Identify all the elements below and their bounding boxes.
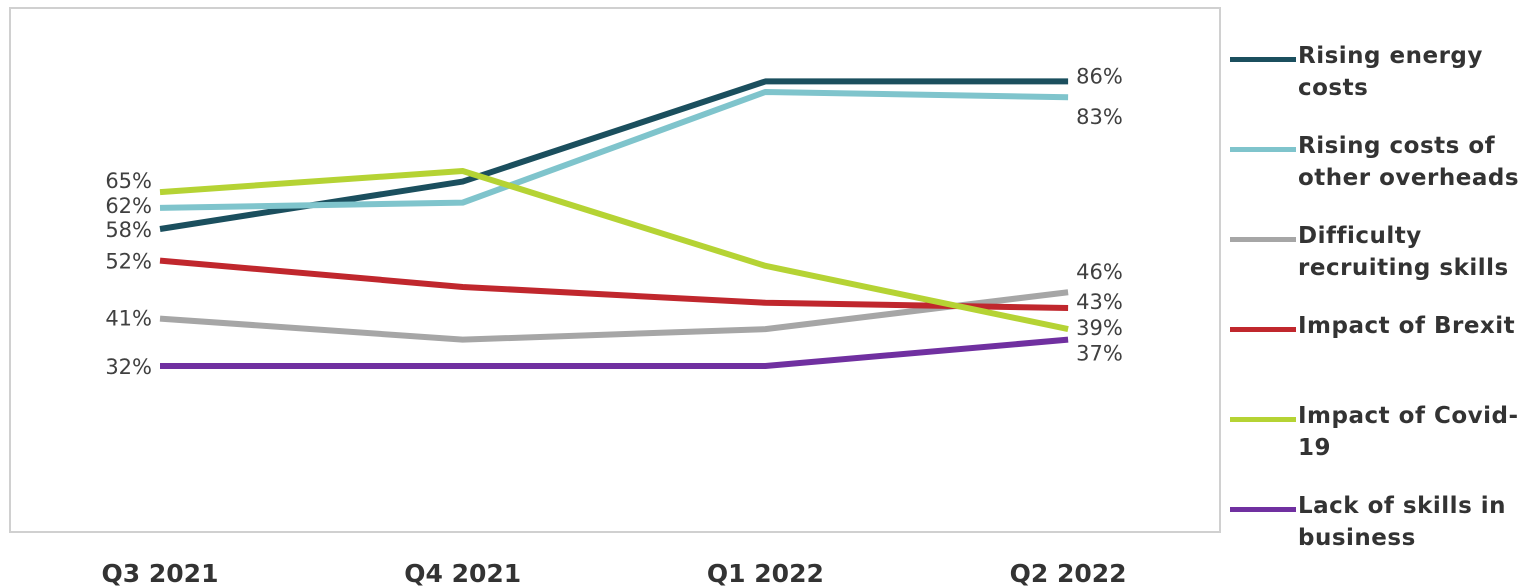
series-line [160,336,1069,369]
data-label: 52% [105,250,152,274]
legend-swatch [1230,237,1296,242]
data-label: 43% [1076,290,1123,314]
data-label: 39% [1076,316,1123,340]
series-line [159,168,1069,333]
legend-swatch [1230,327,1296,332]
legend-label: Lack of skills in business [1298,493,1507,551]
legend-label: Difficulty recruiting skills [1298,223,1509,281]
data-label: 62% [105,194,152,218]
data-label: 32% [105,355,152,379]
x-tick-label: Q1 2022 [707,559,824,588]
legend-item: Rising energy costs [1230,40,1530,130]
data-label: 41% [105,307,152,331]
x-tick-label: Q3 2021 [102,559,219,588]
data-label: 37% [1076,342,1123,366]
legend-label: Impact of Covid-19 [1298,403,1519,461]
legend-item: Impact of Brexit [1230,310,1530,400]
data-label: 83% [1076,105,1123,129]
data-label: 58% [105,218,152,242]
legend-label: Rising costs of other overheads [1298,133,1520,191]
legend-swatch [1230,417,1296,422]
x-tick-label: Q4 2021 [404,559,521,588]
legend-swatch [1230,57,1296,62]
data-label: 65% [105,169,152,193]
series-line [159,257,1069,312]
data-label: 86% [1076,64,1123,88]
x-tick-label: Q2 2022 [1010,559,1127,588]
legend-item: Difficulty recruiting skills [1230,220,1530,310]
plot-area [9,7,1221,533]
legend-label: Impact of Brexit [1298,313,1516,339]
legend-item: Rising costs of other overheads [1230,130,1530,220]
legend-item: Impact of Covid-19 [1230,400,1530,490]
series-line [159,88,1069,211]
data-label: 46% [1076,260,1123,284]
legend-item: Lack of skills in business [1230,490,1530,580]
legend: Rising energy costs Rising costs of other… [1230,40,1530,580]
legend-swatch [1230,507,1296,512]
legend-label: Rising energy costs [1298,43,1483,101]
legend-swatch [1230,147,1296,152]
series-line [159,289,1069,343]
